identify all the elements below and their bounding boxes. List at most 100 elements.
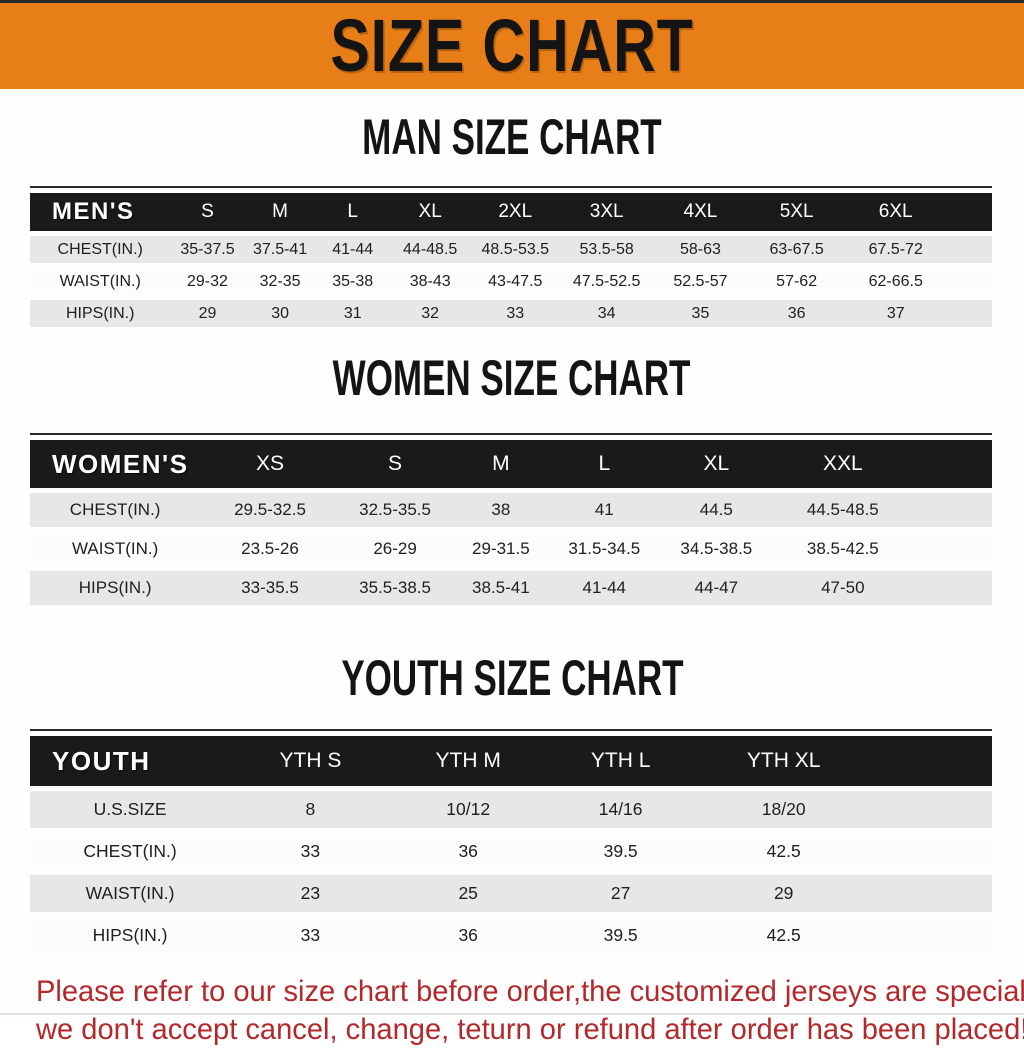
size-value-cell: 18/20 — [695, 791, 872, 828]
size-value-cell: 14/16 — [545, 791, 696, 828]
size-value-cell: 30 — [244, 300, 316, 327]
size-value-cell: 47.5-52.5 — [560, 268, 654, 295]
size-value-cell: 41 — [551, 493, 658, 527]
size-value-cell: 25 — [390, 875, 546, 912]
table-header-row: WOMEN'S XS S M L XL XXL — [30, 440, 992, 488]
women-table-topline — [30, 433, 992, 435]
size-value-cell: 52.5-57 — [653, 268, 748, 295]
measurement-label-cell: HIPS(IN.) — [30, 917, 231, 954]
row-filler-cell — [871, 791, 992, 828]
size-value-cell: 35.5-38.5 — [339, 571, 451, 605]
row-filler-cell — [910, 571, 992, 605]
size-value-cell: 44.5-48.5 — [775, 493, 911, 527]
size-value-cell: 35 — [653, 300, 748, 327]
size-value-cell: 44.5 — [657, 493, 776, 527]
size-column-header: XL — [389, 193, 471, 231]
women-heading-text: WOMEN SIZE CHART — [333, 350, 691, 406]
size-column-header: YTH M — [390, 736, 546, 786]
row-filler-cell — [945, 268, 992, 295]
banner-title: SIZE CHART — [330, 4, 694, 87]
size-value-cell: 37.5-41 — [244, 236, 316, 263]
table-row: WAIST(IN.) 29-32 32-35 35-38 38-43 43-47.5 47.… — [30, 268, 992, 295]
size-value-cell: 33 — [470, 300, 560, 327]
row-filler-cell — [871, 917, 992, 954]
size-value-cell: 62-66.5 — [845, 268, 946, 295]
size-value-cell: 35-37.5 — [170, 236, 245, 263]
row-filler-cell — [871, 833, 992, 870]
size-value-cell: 36 — [747, 300, 846, 327]
table-row: HIPS(IN.) 33 36 39.5 42.5 — [30, 917, 992, 954]
row-filler-cell — [871, 875, 992, 912]
size-column-header: 4XL — [653, 193, 748, 231]
size-value-cell: 42.5 — [695, 833, 872, 870]
size-value-cell: 33-35.5 — [200, 571, 340, 605]
size-column-header: YTH L — [545, 736, 696, 786]
size-column-header: YTH S — [230, 736, 391, 786]
row-filler-cell — [910, 532, 992, 566]
men-table-topline — [30, 186, 992, 188]
size-value-cell: 41-44 — [315, 236, 390, 263]
size-value-cell: 32.5-35.5 — [339, 493, 451, 527]
header-filler-cell — [910, 440, 992, 488]
table-title-cell: YOUTH — [30, 736, 231, 786]
table-row: CHEST(IN.) 29.5-32.5 32.5-35.5 38 41 44.5 44.5… — [30, 493, 992, 527]
measurement-label-cell: HIPS(IN.) — [30, 300, 171, 327]
youth-heading-text: YOUTH SIZE CHART — [340, 650, 684, 706]
table-title-cell: MEN'S — [30, 193, 171, 231]
women-section-heading: WOMEN SIZE CHART — [0, 352, 1024, 417]
size-column-header: YTH XL — [695, 736, 872, 786]
size-column-header: M — [450, 440, 552, 488]
size-value-cell: 43-47.5 — [470, 268, 560, 295]
table-row: HIPS(IN.) 29 30 31 32 33 34 35 36 37 — [30, 300, 992, 327]
row-filler-cell — [910, 493, 992, 527]
measurement-label-cell: HIPS(IN.) — [30, 571, 201, 605]
row-filler-cell — [945, 236, 992, 263]
size-value-cell: 44-47 — [657, 571, 776, 605]
size-value-cell: 10/12 — [390, 791, 546, 828]
size-value-cell: 33 — [230, 917, 391, 954]
size-value-cell: 31 — [315, 300, 390, 327]
size-value-cell: 38.5-42.5 — [775, 532, 911, 566]
youth-size-table: YOUTH YTH S YTH M YTH L YTH XL U.S.SIZE 8 10/12… — [30, 731, 992, 959]
measurement-label-cell: CHEST(IN.) — [30, 833, 231, 870]
size-column-header: 3XL — [560, 193, 654, 231]
size-column-header: XL — [657, 440, 776, 488]
size-column-header: 2XL — [470, 193, 560, 231]
measurement-label-cell: WAIST(IN.) — [30, 532, 201, 566]
size-column-header: L — [315, 193, 390, 231]
size-value-cell: 26-29 — [339, 532, 451, 566]
table-row: HIPS(IN.) 33-35.5 35.5-38.5 38.5-41 41-44 44-… — [30, 571, 992, 605]
size-value-cell: 37 — [845, 300, 946, 327]
size-value-cell: 42.5 — [695, 917, 872, 954]
size-value-cell: 47-50 — [775, 571, 911, 605]
size-value-cell: 31.5-34.5 — [551, 532, 658, 566]
size-value-cell: 53.5-58 — [560, 236, 654, 263]
size-value-cell: 44-48.5 — [389, 236, 471, 263]
table-row: CHEST(IN.) 33 36 39.5 42.5 — [30, 833, 992, 870]
size-value-cell: 38.5-41 — [450, 571, 552, 605]
size-column-header: S — [170, 193, 245, 231]
size-value-cell: 23 — [230, 875, 391, 912]
size-value-cell: 29-32 — [170, 268, 245, 295]
size-value-cell: 35-38 — [315, 268, 390, 295]
bottom-divider — [0, 1013, 1024, 1015]
size-value-cell: 32-35 — [244, 268, 316, 295]
size-value-cell: 48.5-53.5 — [470, 236, 560, 263]
size-column-header: 6XL — [845, 193, 946, 231]
size-value-cell: 38-43 — [389, 268, 471, 295]
youth-section-heading: YOUTH SIZE CHART — [0, 652, 1024, 717]
size-column-header: M — [244, 193, 316, 231]
size-column-header: S — [339, 440, 451, 488]
table-row: CHEST(IN.) 35-37.5 37.5-41 41-44 44-48.5 48.5… — [30, 236, 992, 263]
size-chart-banner: SIZE CHART — [0, 0, 1024, 89]
disclaimer-text: Please refer to our size chart before or… — [36, 973, 1024, 1049]
size-value-cell: 29 — [695, 875, 872, 912]
size-value-cell: 8 — [230, 791, 391, 828]
size-value-cell: 23.5-26 — [200, 532, 340, 566]
size-value-cell: 39.5 — [545, 917, 696, 954]
size-value-cell: 32 — [389, 300, 471, 327]
size-value-cell: 63-67.5 — [747, 236, 846, 263]
men-section-heading: MAN SIZE CHART — [0, 111, 1024, 176]
header-filler-cell — [945, 193, 992, 231]
header-filler-cell — [871, 736, 992, 786]
